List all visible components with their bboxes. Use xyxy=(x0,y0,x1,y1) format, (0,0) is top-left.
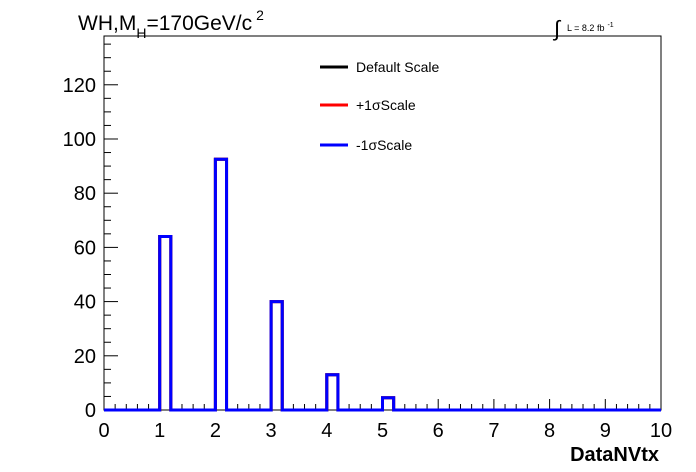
y-axis: 0 20 40 60 80 100 120 xyxy=(63,43,118,422)
x-tick-label: 6 xyxy=(433,420,444,442)
lumi-superscript: -1 xyxy=(607,22,613,29)
title-superscript: 2 xyxy=(256,7,264,23)
plot-frame xyxy=(103,35,662,411)
x-tick-label: 9 xyxy=(600,420,611,442)
x-tick-label: 8 xyxy=(544,420,555,442)
x-tick-label: 1 xyxy=(154,420,165,442)
x-axis: 0 1 2 3 4 5 6 7 8 9 10 xyxy=(98,399,672,442)
title-main: WH,M xyxy=(78,12,136,35)
x-tick-label: 5 xyxy=(377,420,388,442)
y-tick-label: 40 xyxy=(74,292,96,314)
chart-title: WH,MH=170GeV/c 2 xyxy=(78,7,264,41)
title-subscript: H xyxy=(136,25,146,41)
y-tick-label: 100 xyxy=(63,129,96,151)
legend: Default Scale +1σScale -1σScale xyxy=(320,59,439,153)
y-tick-label: 20 xyxy=(74,346,96,368)
x-tick-label: 10 xyxy=(650,420,672,442)
y-tick-label: 80 xyxy=(74,183,96,205)
x-tick-label: 2 xyxy=(210,420,221,442)
y-tick-label: 60 xyxy=(74,237,96,259)
title-rest: =170GeV/c xyxy=(146,12,252,35)
lumi-text: L = 8.2 fb xyxy=(567,23,604,33)
series-layer xyxy=(104,157,661,412)
histogram-series-1 xyxy=(104,157,661,412)
histogram-series-2 xyxy=(104,157,661,412)
histogram-series-0 xyxy=(104,157,661,412)
x-tick-label: 4 xyxy=(321,420,332,442)
x-tick-label: 7 xyxy=(488,420,499,442)
y-tick-label: 120 xyxy=(63,75,96,97)
x-axis-label: DataNVtx xyxy=(570,444,659,466)
x-tick-label: 0 xyxy=(98,420,109,442)
lumi-label: L = 8.2 fb -1 xyxy=(567,22,614,33)
x-tick-label: 3 xyxy=(266,420,277,442)
legend-label: -1σScale xyxy=(356,137,412,153)
legend-label: Default Scale xyxy=(356,59,439,75)
y-tick-label: 0 xyxy=(85,400,96,422)
legend-label: +1σScale xyxy=(356,97,416,113)
lumi-integral-symbol: ∫ xyxy=(552,16,562,41)
